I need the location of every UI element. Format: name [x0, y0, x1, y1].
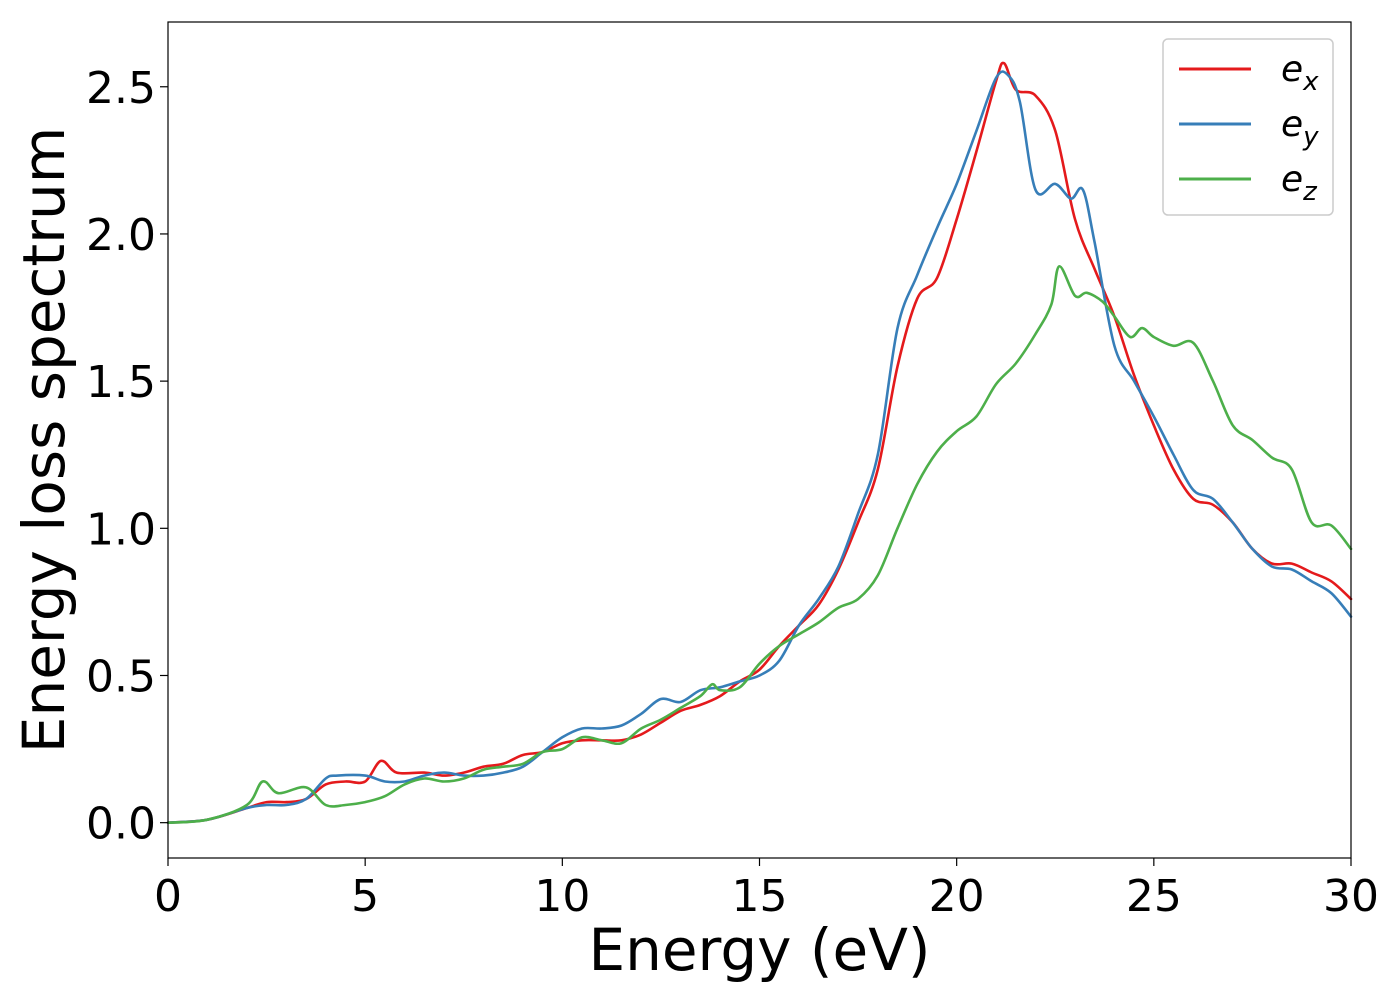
- legend-box: [1162, 38, 1334, 216]
- x-tick-label: 10: [534, 871, 590, 922]
- legend-label-subscript: x: [1302, 67, 1319, 97]
- y-tick-label: 2.0: [86, 210, 156, 261]
- y-tick-label: 0.0: [86, 799, 156, 850]
- y-axis-title: Energy loss spectrum: [10, 127, 78, 753]
- x-axis-ticks: 0 5 10 15 20 25 30: [154, 858, 1379, 922]
- x-axis-title: Energy (eV): [588, 916, 930, 984]
- y-tick-label: 0.5: [86, 651, 156, 702]
- x-tick-label: 15: [732, 871, 788, 922]
- series-line-ey: [166, 70, 1353, 824]
- x-tick-label: 0: [154, 871, 182, 922]
- y-tick-label: 1.5: [86, 357, 156, 408]
- series-layer: [166, 61, 1353, 824]
- x-tick-label: 5: [351, 871, 379, 922]
- y-tick-label: 2.5: [86, 63, 156, 114]
- legend-label-subscript: z: [1302, 177, 1318, 207]
- y-tick-label: 1.0: [86, 504, 156, 555]
- y-axis-ticks: 0.0 0.5 1.0 1.5 2.0 2.5: [86, 63, 168, 850]
- x-tick-label: 20: [929, 871, 985, 922]
- legend-label-subscript: y: [1302, 122, 1319, 152]
- x-tick-label: 30: [1323, 871, 1379, 922]
- x-tick-label: 25: [1126, 871, 1182, 922]
- series-line-ez: [166, 264, 1353, 824]
